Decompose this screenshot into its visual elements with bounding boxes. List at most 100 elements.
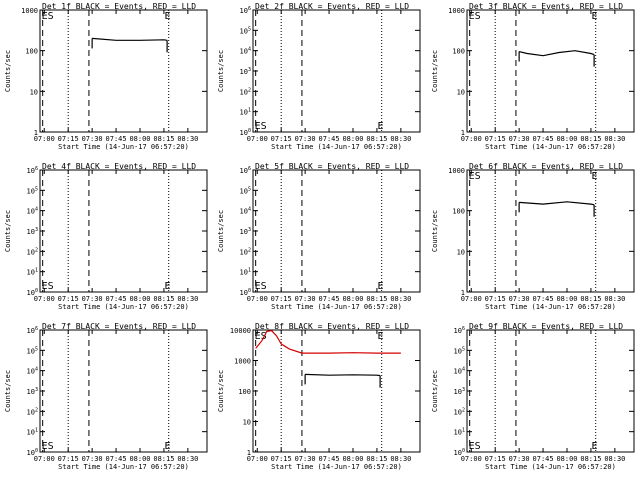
y-tick-label: 106: [27, 326, 38, 335]
x-axis-label: Start Time (14-Jun-17 06:57:20): [271, 463, 402, 471]
x-tick-label: 07:15: [271, 455, 292, 463]
y-tick-label: 103: [240, 227, 251, 236]
x-tick-label: 08:30: [390, 455, 411, 463]
y-tick-label: 1000: [448, 7, 465, 15]
marker-label: E: [165, 11, 171, 22]
y-tick-label: 105: [454, 346, 465, 355]
x-tick-label: 08:00: [556, 455, 577, 463]
marker-label: ES: [469, 171, 481, 182]
marker-label: E: [592, 441, 598, 452]
y-tick-label: 106: [27, 166, 38, 175]
x-tick-label: 07:30: [295, 135, 316, 143]
marker-label: E: [165, 441, 171, 452]
x-tick-label: 08:15: [366, 135, 387, 143]
marker-label: ES: [469, 441, 481, 452]
x-tick-label: 07:45: [533, 455, 554, 463]
x-axis-label: Start Time (14-Jun-17 06:57:20): [58, 303, 189, 311]
y-tick-label: 102: [240, 247, 251, 256]
plot-frame: [252, 9, 421, 133]
y-axis-label: Counts/sec: [217, 210, 225, 252]
chart-title: Det 8f BLACK = Events, RED = LLD: [255, 322, 409, 331]
x-tick-label: 08:30: [604, 295, 625, 303]
x-tick-label: 07:15: [271, 295, 292, 303]
x-tick-label: 08:15: [153, 135, 174, 143]
marker-label: ES: [42, 281, 54, 292]
x-tick-label: 07:45: [319, 455, 340, 463]
y-tick-label: 10: [243, 419, 251, 427]
plot-frame: [252, 329, 421, 453]
y-tick-label: 1000: [448, 167, 465, 175]
x-axis-label: Start Time (14-Jun-17 06:57:20): [485, 463, 616, 471]
series-line-black: [92, 37, 168, 41]
y-axis-label: Counts/sec: [4, 370, 12, 412]
marker-label: E: [378, 281, 384, 292]
chart-title: Det 4f BLACK = Events, RED = LLD: [42, 162, 196, 171]
y-tick-label: 103: [27, 387, 38, 396]
x-tick-label: 07:45: [533, 135, 554, 143]
x-tick-label: 07:45: [106, 295, 127, 303]
y-tick-label: 1000: [234, 358, 251, 366]
y-axis-label: Counts/sec: [4, 210, 12, 252]
y-tick-label: 105: [27, 346, 38, 355]
marker-label: ES: [255, 121, 267, 132]
series-line-black: [305, 373, 381, 377]
y-tick-label: 106: [454, 326, 465, 335]
y-tick-label: 104: [27, 207, 38, 216]
y-tick-label: 104: [240, 47, 251, 56]
x-tick-label: 07:30: [295, 295, 316, 303]
x-tick-label: 08:30: [390, 135, 411, 143]
y-tick-label: 100: [238, 388, 251, 396]
x-tick-label: 07:15: [485, 295, 506, 303]
x-tick-label: 08:00: [129, 135, 150, 143]
chart-title: Det 3f BLACK = Events, RED = LLD: [469, 2, 623, 11]
series-line-black: [518, 50, 595, 57]
x-axis-label: Start Time (14-Jun-17 06:57:20): [485, 303, 616, 311]
y-tick-label: 102: [454, 407, 465, 416]
y-tick-label: 100: [25, 48, 38, 56]
x-tick-label: 07:00: [461, 135, 482, 143]
x-tick-label: 07:30: [82, 135, 103, 143]
x-tick-label: 08:00: [129, 455, 150, 463]
marker-label: ES: [255, 331, 267, 342]
x-tick-label: 08:30: [390, 295, 411, 303]
marker-label: E: [165, 281, 171, 292]
x-tick-label: 07:30: [509, 455, 530, 463]
x-tick-label: 07:00: [247, 135, 268, 143]
y-tick-label: 106: [240, 6, 251, 15]
y-tick-label: 10: [457, 248, 465, 256]
x-tick-label: 07:45: [319, 295, 340, 303]
marker-label: E: [378, 331, 384, 342]
x-tick-label: 08:30: [604, 135, 625, 143]
x-tick-label: 08:15: [153, 455, 174, 463]
y-tick-label: 101: [454, 428, 465, 437]
x-tick-label: 08:30: [177, 455, 198, 463]
x-tick-label: 07:00: [461, 455, 482, 463]
y-tick-label: 100: [452, 48, 465, 56]
y-tick-label: 100: [27, 448, 38, 457]
x-axis-label: Start Time (14-Jun-17 06:57:20): [58, 143, 189, 151]
x-tick-label: 07:30: [509, 295, 530, 303]
x-tick-label: 08:15: [580, 455, 601, 463]
y-axis-label: Counts/sec: [431, 50, 439, 92]
marker-label: E: [378, 121, 384, 132]
x-tick-label: 07:15: [58, 135, 79, 143]
x-tick-label: 07:00: [34, 295, 55, 303]
x-tick-label: 07:30: [509, 135, 530, 143]
x-tick-label: 08:30: [177, 295, 198, 303]
y-tick-label: 10: [457, 88, 465, 96]
y-tick-label: 1: [461, 289, 465, 297]
y-tick-label: 101: [240, 108, 251, 117]
x-tick-label: 08:15: [580, 135, 601, 143]
y-tick-label: 101: [27, 428, 38, 437]
y-axis-label: Counts/sec: [431, 210, 439, 252]
chart-title: Det 7f BLACK = Events, RED = LLD: [42, 322, 196, 331]
y-axis-label: Counts/sec: [4, 50, 12, 92]
y-tick-label: 1: [34, 129, 38, 137]
x-axis-label: Start Time (14-Jun-17 06:57:20): [58, 463, 189, 471]
